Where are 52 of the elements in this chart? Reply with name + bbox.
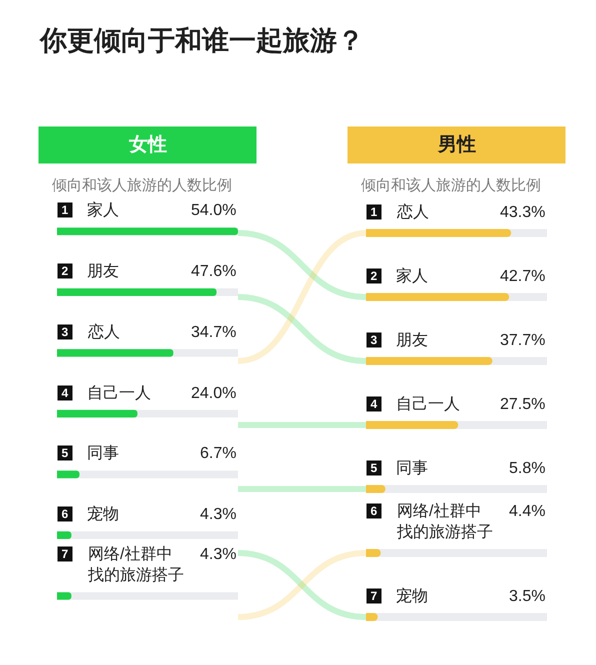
annotation: 6 (370, 504, 378, 518)
annotation: 7 (62, 547, 68, 561)
y-tick-label: 网络/社群中找的旅游搭子 (396, 502, 493, 541)
annotation: 1 (370, 205, 378, 219)
y-tick-label: 恋人 (87, 323, 120, 341)
y-tick-label: 宠物 (396, 587, 428, 605)
y-tick-label: 同事 (87, 444, 119, 462)
data-label: 34.7% (191, 324, 236, 341)
data-label: 4.4% (509, 503, 546, 520)
y-tick-label: 同事 (396, 459, 428, 477)
data-label: 54.0% (191, 202, 236, 219)
data-label: 24.0% (191, 385, 236, 402)
x-axis-title: 倾向和该人旅游的人数比例 (361, 177, 541, 194)
data-label: 3.5% (509, 588, 546, 605)
y-tick-label: 网络/社群中找的旅游搭子 (87, 545, 184, 584)
x-axis-title: 倾向和该人旅游的人数比例 (52, 177, 232, 194)
y-tick-label: 自己一人 (396, 395, 460, 413)
data-label: 27.5% (500, 396, 546, 413)
y-tick-label: 家人 (87, 201, 119, 219)
data-label: 4.3% (200, 506, 236, 523)
data-label: 42.7% (500, 268, 546, 285)
y-tick-label: 宠物 (87, 505, 119, 523)
data-label: 5.8% (509, 460, 546, 477)
annotation: 2 (370, 269, 378, 283)
y-tick-label: 恋人 (396, 203, 429, 221)
annotation: 4 (62, 386, 68, 400)
data-label: 43.3% (500, 204, 546, 221)
bar (57, 531, 72, 540)
data-label: 6.7% (200, 445, 236, 462)
bar (366, 485, 386, 493)
data-label: 37.7% (500, 332, 546, 349)
text: 男性 (437, 134, 476, 156)
annotation: 3 (62, 325, 68, 339)
annotation: 5 (370, 461, 378, 475)
bar (57, 470, 80, 478)
annotation: 5 (62, 446, 68, 460)
annotation: 3 (370, 333, 378, 347)
annotation: 7 (370, 589, 378, 603)
y-tick-label: 自己一人 (87, 384, 151, 402)
y-tick-label: 朋友 (396, 332, 428, 349)
annotation: 1 (62, 203, 68, 217)
y-tick-label: 朋友 (87, 263, 119, 280)
annotation: 4 (370, 397, 378, 411)
chart-title: 你更倾向于和谁一起旅游？ (39, 25, 364, 56)
data-label: 47.6% (191, 263, 236, 280)
bar (366, 549, 381, 557)
annotation: 6 (62, 507, 68, 521)
bar (57, 592, 72, 600)
y-tick-label: 家人 (396, 267, 428, 285)
annotation: 2 (62, 264, 68, 278)
text: 女性 (128, 134, 167, 156)
data-label: 4.3% (200, 546, 236, 563)
